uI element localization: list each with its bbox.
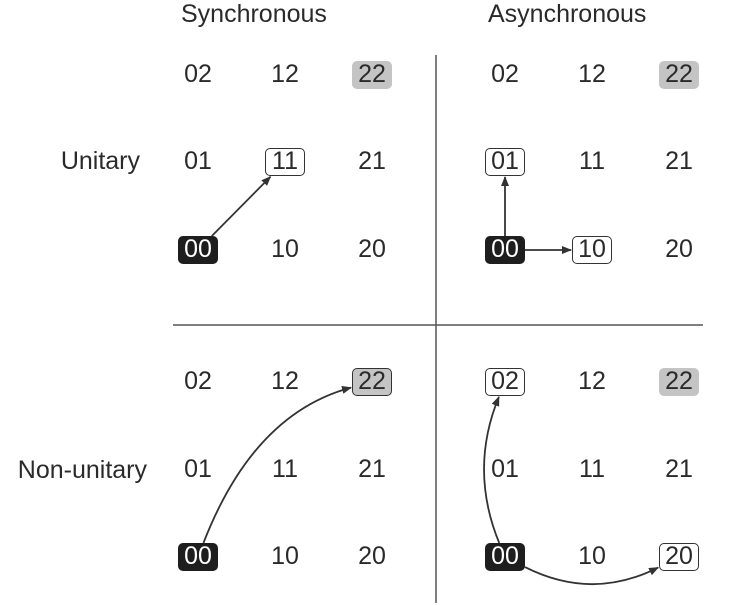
row-header-unitary: Unitary xyxy=(60,147,140,175)
state-asynchronous-unitary-10: 10 xyxy=(572,236,612,264)
state-asynchronous-unitary-22: 22 xyxy=(659,61,699,89)
state-synchronous-non-unitary-00: 00 xyxy=(178,543,218,571)
state-synchronous-non-unitary-02: 02 xyxy=(184,367,212,395)
state-asynchronous-non-unitary-11: 11 xyxy=(579,455,605,483)
column-header-asynchronous: Asynchronous xyxy=(488,0,647,28)
state-asynchronous-non-unitary-22: 22 xyxy=(659,368,699,396)
arrow-asynchronous-non-unitary-00-to-20 xyxy=(524,566,660,586)
state-asynchronous-non-unitary-10: 10 xyxy=(578,542,606,570)
state-synchronous-unitary-22: 22 xyxy=(352,61,392,89)
state-synchronous-unitary-11: 11 xyxy=(265,148,305,176)
state-synchronous-non-unitary-01: 01 xyxy=(184,455,212,483)
state-synchronous-non-unitary-11: 11 xyxy=(272,455,298,483)
state-asynchronous-unitary-00: 00 xyxy=(485,236,525,264)
state-synchronous-non-unitary-22: 22 xyxy=(352,368,392,396)
arrow-asynchronous-non-unitary-00-to-02 xyxy=(483,396,501,544)
state-synchronous-unitary-21: 21 xyxy=(358,147,386,175)
state-synchronous-unitary-02: 02 xyxy=(184,60,212,88)
state-asynchronous-non-unitary-01: 01 xyxy=(491,455,519,483)
state-synchronous-unitary-20: 20 xyxy=(358,235,386,263)
column-header-synchronous: Synchronous xyxy=(181,0,327,28)
state-asynchronous-unitary-11: 11 xyxy=(579,147,605,175)
state-synchronous-unitary-01: 01 xyxy=(184,147,212,175)
state-synchronous-non-unitary-10: 10 xyxy=(271,542,299,570)
state-synchronous-non-unitary-21: 21 xyxy=(358,455,386,483)
state-asynchronous-unitary-21: 21 xyxy=(665,147,693,175)
row-header-non-unitary: Non-unitary xyxy=(17,456,147,484)
state-asynchronous-non-unitary-20: 20 xyxy=(659,543,699,571)
arrow-synchronous-non-unitary-00-to-22 xyxy=(202,386,353,544)
state-asynchronous-non-unitary-02: 02 xyxy=(485,368,525,396)
state-synchronous-unitary-12: 12 xyxy=(271,60,299,88)
arrow-synchronous-unitary-00-to-11 xyxy=(211,175,272,237)
state-synchronous-non-unitary-12: 12 xyxy=(271,367,299,395)
state-asynchronous-non-unitary-12: 12 xyxy=(578,367,606,395)
state-asynchronous-unitary-12: 12 xyxy=(578,60,606,88)
state-asynchronous-unitary-01: 01 xyxy=(485,148,525,176)
state-synchronous-unitary-00: 00 xyxy=(178,236,218,264)
state-synchronous-non-unitary-20: 20 xyxy=(358,542,386,570)
state-asynchronous-non-unitary-21: 21 xyxy=(665,455,693,483)
state-asynchronous-non-unitary-00: 00 xyxy=(485,543,525,571)
state-asynchronous-unitary-02: 02 xyxy=(491,60,519,88)
state-asynchronous-unitary-20: 20 xyxy=(665,235,693,263)
state-synchronous-unitary-10: 10 xyxy=(271,235,299,263)
